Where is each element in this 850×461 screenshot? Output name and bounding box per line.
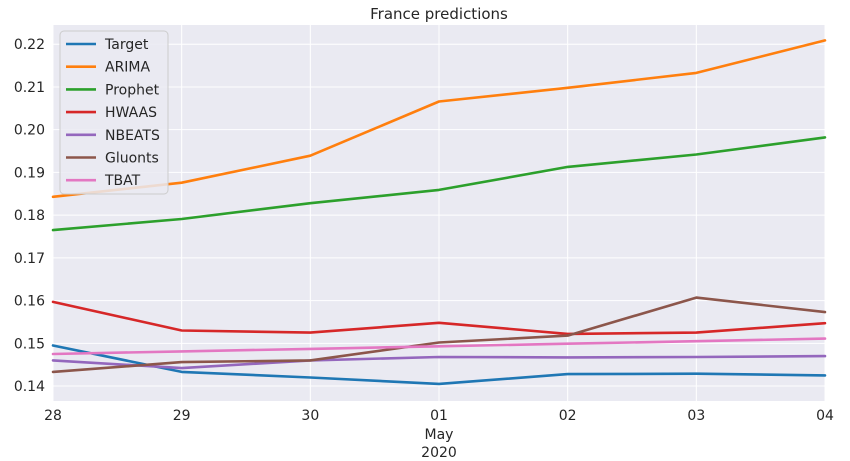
y-tick-label: 0.22 xyxy=(14,37,45,53)
x-year-label: 2020 xyxy=(421,445,457,461)
y-tick-label: 0.14 xyxy=(14,379,45,395)
series-line-nbeats xyxy=(51,354,827,370)
x-tick-label: 04 xyxy=(816,408,834,424)
y-tick-label: 0.19 xyxy=(14,165,45,181)
series-line-arima xyxy=(51,39,827,199)
series-line-target xyxy=(51,344,827,386)
legend-label-nbeats: NBEATS xyxy=(105,128,160,144)
series-line-gluonts xyxy=(51,296,827,374)
legend-label-hwaas: HWAAS xyxy=(105,105,157,121)
legend: Target ARIMA Prophet HWAAS NBEATS Gluonts TBAT xyxy=(59,30,169,195)
legend-label-tbat: TBAT xyxy=(104,173,141,189)
series-line-prophet xyxy=(51,136,827,232)
x-tick-label: 29 xyxy=(173,408,191,424)
x-tick-label: 01 xyxy=(430,408,448,424)
y-tick-label: 0.17 xyxy=(14,251,45,267)
y-tick-label: 0.21 xyxy=(14,80,45,96)
x-axis: 28 29 30 01 02 03 04 xyxy=(44,408,834,424)
legend-box xyxy=(59,30,169,195)
x-tick-label: 28 xyxy=(44,408,62,424)
y-axis: 0.14 0.15 0.16 0.17 0.18 0.19 0.20 0.21 0.22 xyxy=(14,37,45,395)
legend-label-gluonts: Gluonts xyxy=(105,151,159,167)
y-tick-label: 0.15 xyxy=(14,336,45,352)
x-tick-label: 03 xyxy=(687,408,705,424)
y-tick-label: 0.20 xyxy=(14,123,45,139)
series-lines xyxy=(51,39,827,386)
y-tick-label: 0.16 xyxy=(14,294,45,310)
chart-title: France predictions xyxy=(370,5,508,23)
legend-label-arima: ARIMA xyxy=(105,60,151,76)
x-tick-label: 30 xyxy=(301,408,319,424)
x-tick-label: 02 xyxy=(559,408,577,424)
legend-label-prophet: Prophet xyxy=(105,82,160,98)
y-tick-label: 0.18 xyxy=(14,208,45,224)
series-line-hwaas xyxy=(51,300,827,336)
series-line-tbat xyxy=(51,337,827,356)
legend-label-target: Target xyxy=(104,37,149,53)
x-month-label: May xyxy=(425,427,454,443)
